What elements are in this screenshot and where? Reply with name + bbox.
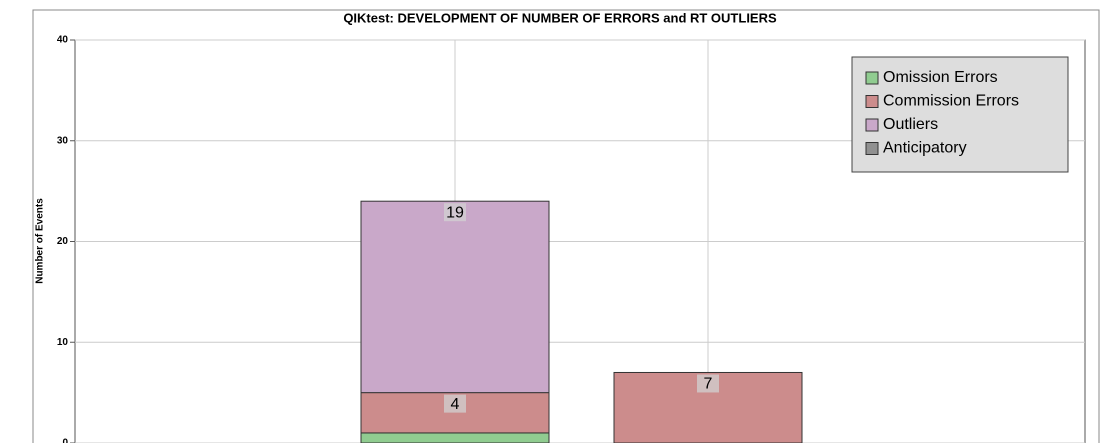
data-label: 19 xyxy=(446,204,464,221)
y-tick-label: 0 xyxy=(62,438,68,443)
y-tick-label: 30 xyxy=(57,135,69,146)
legend-label: Omission Errors xyxy=(883,69,998,86)
legend-label: Outliers xyxy=(883,116,938,133)
data-label-bg xyxy=(444,203,466,222)
legend-swatch xyxy=(865,71,879,85)
data-label-bg xyxy=(697,374,719,393)
legend-swatch xyxy=(865,95,879,108)
legend-swatch xyxy=(865,118,879,132)
bar-segment xyxy=(360,432,550,443)
y-tick-label: 20 xyxy=(57,236,69,247)
data-label: 7 xyxy=(704,376,713,393)
legend-label: Commission Errors xyxy=(883,93,1019,110)
chart-title: QIKtest: DEVELOPMENT OF NUMBER OF ERRORS… xyxy=(343,10,777,25)
data-label-bg xyxy=(444,394,466,413)
y-tick-label: 40 xyxy=(57,35,69,46)
legend-box xyxy=(851,56,1069,173)
legend-label: Anticipatory xyxy=(883,140,967,157)
bar-segment xyxy=(360,200,550,394)
legend-swatch xyxy=(865,142,879,155)
y-axis-label: Number of Events xyxy=(35,198,46,284)
data-label: 4 xyxy=(451,396,460,413)
y-tick-label: 10 xyxy=(57,337,69,348)
